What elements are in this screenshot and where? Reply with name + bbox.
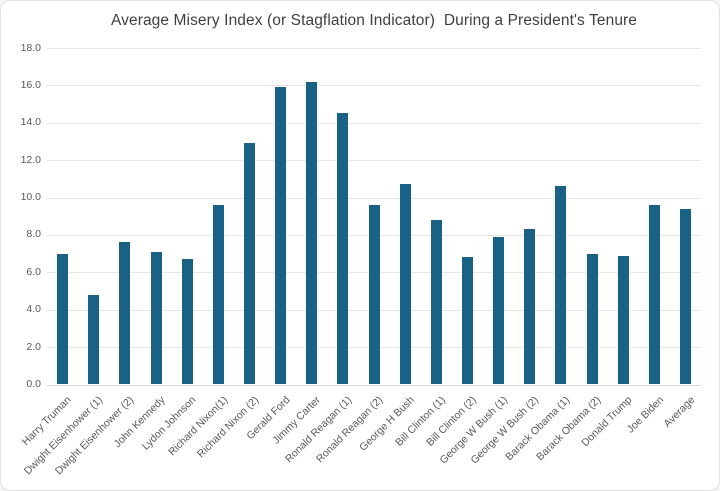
- y-tick-label: 18.0: [20, 41, 41, 54]
- bar-ronald-reagan-1[interactable]: [337, 113, 349, 385]
- bar-ronald-reagan-2[interactable]: [368, 205, 380, 385]
- y-tick-label: 14.0: [20, 116, 41, 129]
- bar-bill-clinton-2[interactable]: [461, 257, 473, 385]
- bar-george-h-bush[interactable]: [399, 184, 411, 385]
- bar-barack-obama-1[interactable]: [555, 186, 567, 385]
- bar-donald-trump[interactable]: [617, 255, 629, 385]
- x-axis-line: [47, 384, 701, 386]
- bar-richard-nixon-2[interactable]: [243, 143, 255, 385]
- y-tick-label: 6.0: [26, 265, 41, 278]
- x-tick-label: George H Bush: [356, 393, 417, 454]
- bar-average[interactable]: [679, 208, 691, 385]
- bar-jimmy-carter[interactable]: [306, 81, 318, 385]
- bar-dwight-eisenhower-2[interactable]: [119, 242, 131, 385]
- bar-george-w-bush-2[interactable]: [524, 229, 536, 385]
- x-tick-label: Lydon Johnson: [140, 393, 199, 453]
- y-tick-label: 0.0: [26, 378, 41, 390]
- gridline: [47, 197, 701, 199]
- y-tick-label: 4.0: [26, 303, 41, 316]
- gridline: [47, 122, 701, 124]
- bar-lydon-johnson[interactable]: [181, 259, 193, 385]
- bar-barack-obama-2[interactable]: [586, 253, 598, 385]
- y-tick-label: 2.0: [26, 340, 41, 353]
- bar-joe-biden[interactable]: [648, 205, 660, 385]
- bar-richard-nixon-1[interactable]: [212, 205, 224, 385]
- gridline: [47, 85, 701, 87]
- bar-john-kennedy[interactable]: [150, 251, 162, 385]
- plot-area: [47, 48, 701, 386]
- bar-harry-truman[interactable]: [57, 253, 69, 385]
- y-tick-label: 12.0: [20, 153, 41, 166]
- y-tick-label: 10.0: [20, 191, 41, 204]
- x-tick-label: Average: [660, 393, 697, 430]
- bar-dwight-eisenhower-1[interactable]: [88, 294, 100, 385]
- chart-title: Average Misery Index (or Stagflation Ind…: [110, 12, 638, 29]
- bar-bill-clinton-1[interactable]: [430, 219, 442, 385]
- y-tick-label: 16.0: [20, 78, 41, 91]
- bar-gerald-ford[interactable]: [275, 87, 287, 385]
- bar-george-w-bush-1[interactable]: [493, 236, 505, 385]
- y-tick-label: 8.0: [26, 228, 41, 241]
- gridline: [47, 48, 701, 49]
- gridline: [47, 160, 701, 162]
